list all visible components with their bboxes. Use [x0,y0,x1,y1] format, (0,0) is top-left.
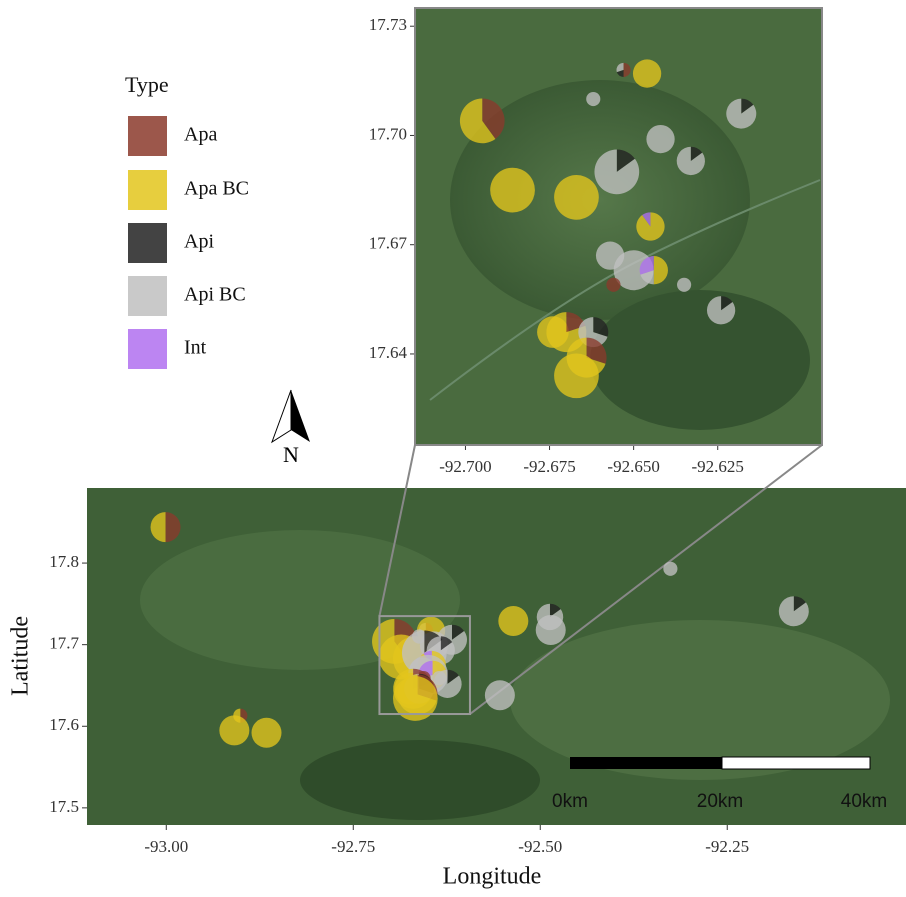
legend-swatch [128,170,167,210]
legend-swatch [128,276,167,316]
y-axis-title: Latitude [8,616,34,696]
pie-slice [636,212,664,240]
legend-label: Apa BC [184,178,249,200]
pie-slice [663,562,677,576]
terrain-patch [590,290,810,430]
y-tick-label: 17.5 [49,797,79,816]
north-arrow-left [272,390,291,442]
terrain-patch [510,620,890,780]
y-tick-label: 17.64 [369,343,408,362]
north-arrow-right [291,390,310,442]
scale-bar-white [722,757,870,769]
pie-slice [586,92,600,106]
pie-slice [219,715,249,745]
pie-slice [606,278,620,292]
page: Type N 0km 20km 40km Longitude Latitude … [0,0,906,897]
pie-slice [536,615,566,645]
legend-label: Api [184,231,214,253]
north-arrow: N [272,390,310,467]
pie-slice [485,680,515,710]
legend-label: Apa [184,124,217,146]
x-tick-label: -92.625 [692,457,744,476]
x-tick-label: -92.25 [705,837,749,856]
legend-label: Api BC [184,284,246,306]
scale-label: 20km [697,791,743,812]
x-axis-title: Longitude [443,864,542,890]
y-tick-label: 17.6 [49,715,79,734]
x-tick-label: -92.700 [439,457,491,476]
pie-slice [633,59,661,87]
x-tick-label: -92.650 [607,457,659,476]
pie-slice [490,168,535,213]
x-tick-label: -92.50 [518,837,562,856]
terrain-patch [300,740,540,820]
y-tick-label: 17.7 [49,634,79,653]
scale-bar-black [570,757,722,769]
y-tick-label: 17.67 [369,234,408,253]
scale-label: 40km [841,791,887,812]
x-tick-label: -92.675 [523,457,575,476]
x-tick-label: -93.00 [144,837,188,856]
legend-swatch [128,329,167,369]
north-label: N [283,442,299,467]
y-tick-label: 17.8 [49,552,79,571]
scale-label: 0km [552,791,588,812]
pie-slice [252,718,282,748]
pie-slice [677,278,691,292]
legend-title: Type [125,72,169,97]
pie-slice [498,606,528,636]
y-tick-label: 17.73 [369,15,407,34]
legend-swatch [128,223,167,263]
pie-slice [646,125,674,153]
legend-swatch [128,116,167,156]
map-figure: Type N 0km 20km 40km Longitude Latitude … [0,0,906,892]
pie-slice [554,353,599,398]
x-tick-label: -92.75 [331,837,375,856]
legend-label: Int [184,337,207,359]
y-tick-label: 17.70 [369,124,407,143]
pie-slice [554,175,599,220]
